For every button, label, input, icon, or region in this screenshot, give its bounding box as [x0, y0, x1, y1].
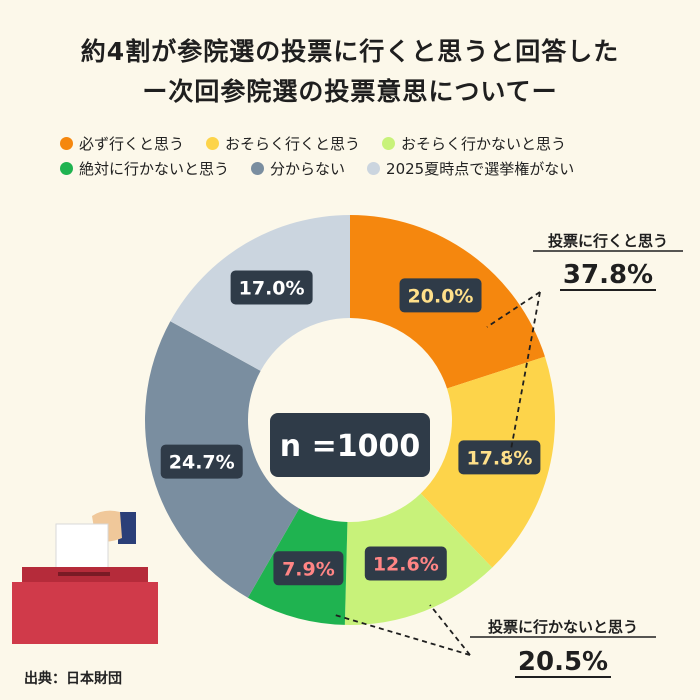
legend-label: 必ず行くと思う [79, 135, 185, 153]
annotation-not-go-value: 20.5% [518, 647, 608, 677]
legend-label: 絶対に行かないと思う [79, 160, 230, 178]
legend-swatch [60, 137, 73, 150]
center-label: n =1000 [280, 429, 420, 464]
slice-label-box [230, 270, 313, 305]
legend-label: 2025夏時点で選挙権がない [386, 160, 575, 178]
annotation-go-label: 投票に行くと思う [548, 232, 668, 250]
slice-value-label: 24.7% [169, 452, 235, 474]
annotation-not-go-leader-2 [334, 614, 471, 656]
slice-value-label: 17.8% [466, 447, 532, 469]
legend-swatch [251, 162, 265, 175]
slice-label-box [364, 546, 447, 581]
legend-item-probably-not-go: おそらく行かないと思う [382, 133, 566, 154]
slice-label-box [160, 444, 243, 479]
chart-title: 約4割が参院選の投票に行くと思うと回答した [80, 37, 620, 66]
chart-subtitle: ー次回参院選の投票意思についてー [142, 77, 558, 106]
annotation-go-leader-1 [486, 291, 541, 328]
ballot-box-icon [12, 510, 158, 644]
slice-value-label: 12.6% [373, 554, 439, 576]
legend-label: おそらく行かないと思う [401, 135, 567, 153]
source-note: 出典：日本財団 [24, 671, 122, 687]
legend-swatch [60, 162, 73, 175]
legend-label: 分からない [270, 160, 346, 178]
legend-row-1: 必ず行くと思う おそらく行くと思う おそらく行かないと思う [60, 133, 588, 154]
slice-label-box [273, 551, 344, 586]
slice-value-label: 7.9% [282, 558, 335, 580]
annotation-go-leader-2 [509, 291, 541, 456]
legend-item-definitely-go: 必ず行くと思う [60, 133, 184, 154]
slice-label-box [458, 440, 541, 475]
annotation-go-value: 37.8% [563, 260, 653, 290]
center-label-box [270, 413, 430, 477]
legend-swatch [367, 162, 381, 175]
legend-item-definitely-not-go: 絶対に行かないと思う [60, 158, 229, 179]
slice-label-box [399, 278, 482, 313]
legend-label: おそらく行くと思う [225, 135, 361, 153]
legend-swatch [206, 137, 220, 150]
legend-item-no-voting-right: 2025夏時点で選挙権がない [367, 158, 574, 179]
legend-swatch [382, 137, 396, 150]
annotation-not-go-leader-1 [429, 604, 471, 656]
legend-item-dont-know: 分からない [251, 158, 345, 179]
legend-row-2: 絶対に行かないと思う 分からない 2025夏時点で選挙権がない [60, 158, 596, 179]
slice-value-label: 20.0% [408, 285, 474, 307]
legend-item-probably-go: おそらく行くと思う [206, 133, 360, 154]
slice-value-label: 17.0% [239, 277, 305, 299]
annotation-not-go-label: 投票に行かないと思う [488, 618, 638, 636]
